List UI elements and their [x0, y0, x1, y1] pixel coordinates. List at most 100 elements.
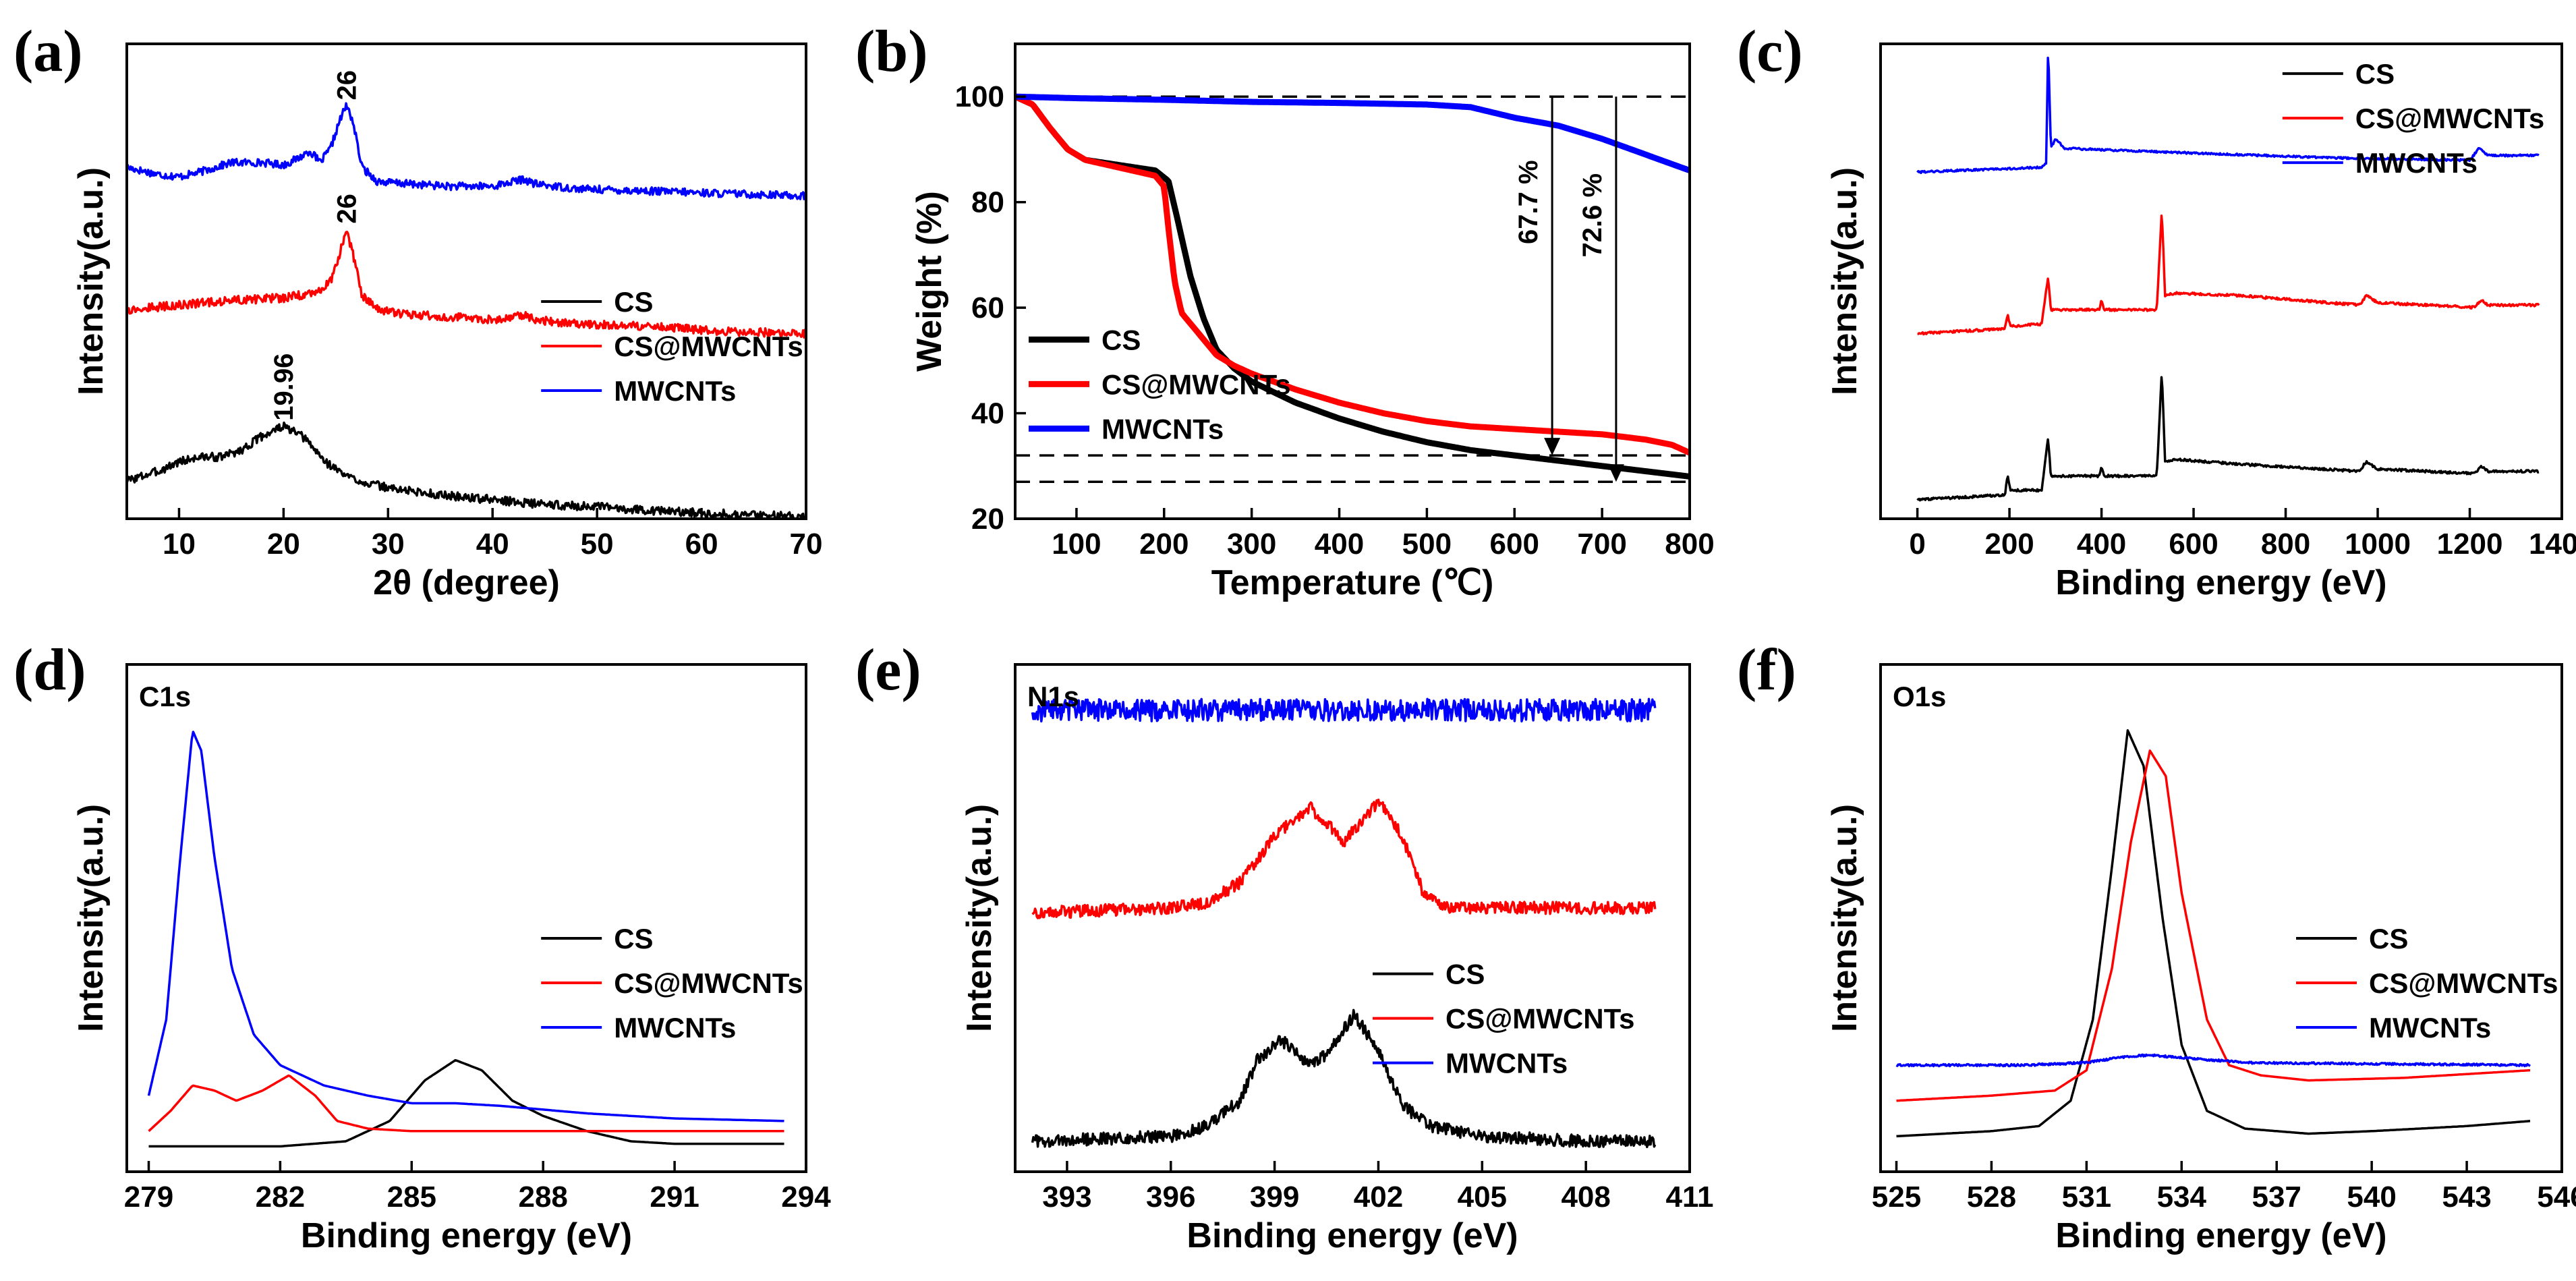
- x-tick-label: 600: [2169, 528, 2218, 561]
- series-line-mwcnts: [1015, 93, 1690, 173]
- x-tick-label: 200: [1984, 528, 2034, 561]
- x-tick-label: 1200: [2437, 528, 2503, 561]
- panel-b: (b) 67.7 % 72.6 % 100 200 300 400 500 600 700 800 2…: [855, 19, 1715, 602]
- x-tick-label: 30: [372, 528, 405, 561]
- x-tick-label: 100: [1052, 528, 1101, 561]
- plot-frame: [1879, 663, 2563, 1173]
- y-tick-label: 20: [971, 503, 1004, 536]
- x-tick-label: 60: [685, 528, 718, 561]
- x-tick-label: 411: [1666, 1180, 1714, 1214]
- plot-frame: [1014, 663, 1691, 1173]
- legend-label: CS: [1101, 324, 1141, 355]
- x-tick-label: 282: [256, 1180, 305, 1214]
- x-tick-label: 537: [2252, 1180, 2301, 1214]
- arrow-head: [1607, 464, 1624, 482]
- x-tick-label: 534: [2157, 1180, 2207, 1214]
- x-tick-label: 294: [781, 1180, 831, 1214]
- panel-letter: (f): [1737, 637, 1796, 703]
- x-tick-label: 800: [1665, 528, 1714, 561]
- plot-area: [147, 731, 784, 1148]
- x-axis-label: Binding energy (eV): [2055, 1216, 2386, 1255]
- x-tick-label: 600: [1490, 528, 1539, 561]
- arrow-head: [1544, 438, 1561, 456]
- arrow-label: 67.7 %: [1514, 160, 1543, 244]
- x-tick-label: 288: [518, 1180, 567, 1214]
- series-line-mwcnts: [1916, 56, 2540, 175]
- plot-area: [1015, 93, 1690, 483]
- spectrum-title: O1s: [1893, 681, 1946, 712]
- x-tick-label: 10: [163, 528, 196, 561]
- x-axis-label: Binding energy (eV): [301, 1216, 632, 1255]
- peak-label: 19.96: [269, 353, 299, 421]
- x-tick-label: 300: [1227, 528, 1276, 561]
- x-tick-label: 700: [1577, 528, 1626, 561]
- legend-label: CS: [614, 286, 653, 318]
- y-axis-label: Intensity(a.u.): [1825, 167, 1864, 395]
- y-tick-label: 40: [971, 397, 1004, 430]
- x-tick-label: 279: [124, 1180, 173, 1214]
- series-line-mwcnts: [1895, 1053, 2531, 1068]
- peak-label: 26: [332, 194, 362, 224]
- y-tick-label: 100: [955, 80, 1004, 113]
- panel-f: (f) 525 528 531 534 537 540 543 546 Binding energ…: [1737, 637, 2576, 1255]
- legend: CS CS@MWCNTs MWCNTs: [541, 923, 803, 1044]
- legend-label: CS@MWCNTs: [2355, 103, 2545, 134]
- legend: CS CS@MWCNTs MWCNTs: [1373, 959, 1635, 1079]
- series-line-cs-at-mwcnts: [1917, 215, 2540, 336]
- x-tick-label: 528: [1967, 1180, 2016, 1214]
- x-tick-label: 525: [1872, 1180, 1921, 1214]
- series-line-cs-at-mwcnts: [127, 231, 806, 339]
- x-tick-label: 20: [267, 528, 300, 561]
- legend-label: CS@MWCNTs: [614, 967, 803, 999]
- panel-letter: (b): [855, 19, 928, 84]
- series-line-cs: [1916, 376, 2540, 502]
- plot-area: [1916, 56, 2540, 502]
- plot-frame: [125, 663, 807, 1173]
- panel-letter: (c): [1737, 19, 1803, 84]
- series-line-cs: [1015, 94, 1690, 480]
- x-tick-label: 291: [650, 1180, 699, 1214]
- x-tick-label: 400: [1315, 528, 1364, 561]
- panel-letter: (d): [13, 637, 86, 703]
- x-tick-label: 543: [2442, 1180, 2491, 1214]
- legend: CS CS@MWCNTs MWCNTs: [541, 286, 803, 407]
- x-tick-label: 1400: [2529, 528, 2576, 561]
- panel-a: (a) 19.96 26 26 10 20 30 40 50 60 70 2θ (degree) Int…: [13, 19, 822, 602]
- series-line-cs-at-mwcnts: [1896, 749, 2531, 1102]
- panel-c: (c) 0 200 400 600 800 1000 1200 1400 Binding ener…: [1737, 19, 2576, 602]
- legend-label: MWCNTs: [2369, 1012, 2491, 1044]
- x-tick-label: 500: [1402, 528, 1452, 561]
- legend: CS CS@MWCNTs MWCNTs: [2296, 923, 2558, 1044]
- legend-label: MWCNTs: [1446, 1048, 1568, 1079]
- plot-frame: [1879, 42, 2563, 520]
- series-line-cs: [127, 421, 805, 519]
- peak-label: 26: [332, 70, 362, 101]
- series-line-mwcnts: [127, 102, 806, 200]
- x-tick-label: 540: [2347, 1180, 2396, 1214]
- legend-label: CS@MWCNTs: [1101, 368, 1291, 400]
- y-tick-label: 80: [971, 186, 1004, 219]
- x-tick-label: 0: [1909, 528, 1925, 561]
- panel-letter: (a): [13, 19, 83, 84]
- y-axis-label: Weight (%): [910, 191, 949, 372]
- x-axis-label: 2θ (degree): [373, 563, 560, 602]
- x-axis-label: Binding energy (eV): [1186, 1216, 1518, 1255]
- legend-label: MWCNTs: [614, 1012, 736, 1044]
- x-tick-label: 50: [581, 528, 614, 561]
- x-tick-label: 546: [2537, 1180, 2576, 1214]
- legend-label: MWCNTs: [614, 375, 736, 407]
- series-line-cs-at-mwcnts: [1031, 798, 1657, 919]
- legend-label: CS: [2369, 923, 2408, 955]
- x-tick-label: 393: [1042, 1180, 1091, 1214]
- plot-area: [127, 102, 806, 519]
- series-line-mwcnts: [1031, 698, 1657, 722]
- series-line-cs: [1031, 1008, 1657, 1149]
- x-tick-label: 1000: [2345, 528, 2411, 561]
- y-axis-label: Intensity(a.u.): [960, 804, 999, 1032]
- y-axis-label: Intensity(a.u.): [71, 804, 111, 1032]
- spectrum-title: N1s: [1027, 681, 1079, 712]
- x-tick-label: 70: [790, 528, 823, 561]
- x-tick-label: 405: [1458, 1180, 1507, 1214]
- plot-frame: [125, 42, 807, 520]
- x-tick-label: 200: [1139, 528, 1189, 561]
